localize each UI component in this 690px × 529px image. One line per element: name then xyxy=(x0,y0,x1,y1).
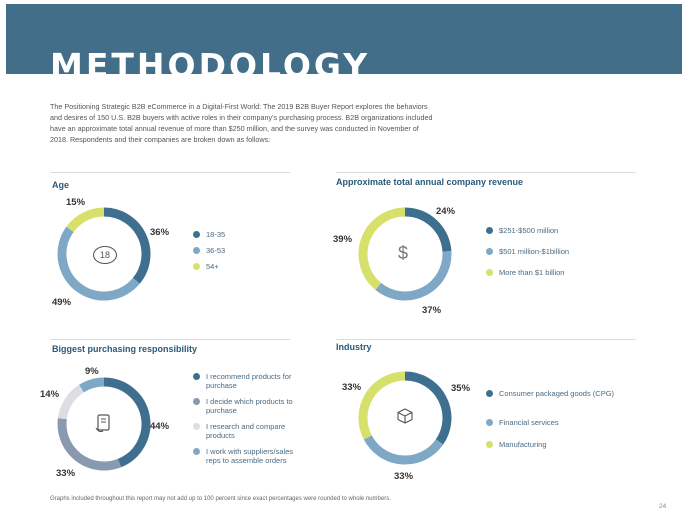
industry-pct-2: 33% xyxy=(394,471,414,482)
legend-label: 36-53 xyxy=(206,246,226,255)
industry-legend-item: Financial services xyxy=(486,418,559,427)
legend-label: Consumer packaged goods (CPG) xyxy=(499,389,615,398)
legend-label: More than $1 billion xyxy=(499,268,565,277)
donut-slice-0 xyxy=(404,207,452,252)
donut-slice-2 xyxy=(358,371,406,440)
revenue-legend-item: $501 million-$1billion xyxy=(486,247,569,256)
revenue-pct-3: 39% xyxy=(333,234,353,245)
divider xyxy=(50,172,290,173)
divider xyxy=(50,339,290,340)
divider xyxy=(336,339,636,340)
legend-dot xyxy=(193,423,200,430)
revenue-legend-item: More than $1 billion xyxy=(486,268,564,277)
donut-slice-2 xyxy=(57,384,85,420)
responsibility-pct-4: 9% xyxy=(85,366,99,377)
age-18-icon: 18 xyxy=(93,246,117,264)
age-pct-18-35: 36% xyxy=(150,227,170,238)
divider xyxy=(336,172,636,173)
legend-dot xyxy=(193,247,200,254)
revenue-legend-item: $251-$500 million xyxy=(486,226,558,235)
industry-pct-1: 35% xyxy=(451,383,471,394)
legend-label: I decide which products to purchase xyxy=(206,397,293,415)
legend-label: $251-$500 million xyxy=(499,226,559,235)
legend-dot xyxy=(193,263,200,270)
legend-label: 18-35 xyxy=(206,230,226,239)
legend-label: I recommend products for purchase xyxy=(206,372,292,390)
legend-dot xyxy=(486,419,493,426)
age-legend-item: 18-35 xyxy=(193,230,225,239)
legend-dot xyxy=(193,448,200,455)
responsibility-legend-item: I work with suppliers/sales reps to asse… xyxy=(193,447,303,465)
legend-label: $501 million-$1billion xyxy=(499,247,570,256)
age-pct-54-plus: 15% xyxy=(66,197,86,208)
age-title: Age xyxy=(52,180,70,190)
box-icon xyxy=(397,408,413,427)
legend-dot xyxy=(193,373,200,380)
document-icon-graphic xyxy=(95,414,110,433)
responsibility-pct-3: 14% xyxy=(40,389,60,400)
legend-dot xyxy=(193,398,200,405)
legend-dot xyxy=(486,441,493,448)
age-pct-36-53: 49% xyxy=(52,297,72,308)
responsibility-legend-item: I research and compare products xyxy=(193,422,293,440)
revenue-pct-1: 24% xyxy=(436,206,456,217)
document-icon xyxy=(95,414,113,437)
dollar-icon: $ xyxy=(398,243,409,263)
legend-label: I research and compare products xyxy=(206,422,286,440)
donut-slice-1 xyxy=(375,251,452,301)
intro-paragraph: The Positioning Strategic B2B eCommerce … xyxy=(50,102,433,144)
page-title: METHODOLOGY xyxy=(50,46,371,74)
industry-title: Industry xyxy=(336,342,372,352)
legend-label: 54+ xyxy=(206,262,219,271)
donut-slice-2 xyxy=(66,207,105,233)
header-banner: METHODOLOGY xyxy=(6,4,682,74)
industry-legend-item: Manufacturing xyxy=(486,440,547,449)
industry-legend-item: Consumer packaged goods (CPG) xyxy=(486,389,616,398)
donut-slice-1 xyxy=(363,435,444,465)
responsibility-pct-1: 44% xyxy=(150,421,170,432)
legend-dot xyxy=(486,269,493,276)
responsibility-title: Biggest purchasing responsibility xyxy=(52,344,198,354)
revenue-pct-2: 37% xyxy=(422,305,442,316)
box-icon-graphic xyxy=(397,408,413,424)
revenue-title: Approximate total annual company revenue xyxy=(336,177,524,187)
responsibility-legend-item: I decide which products to purchase xyxy=(193,397,293,415)
legend-dot xyxy=(486,390,493,397)
responsibility-pct-2: 33% xyxy=(56,468,76,479)
donut-slice-3 xyxy=(79,377,105,393)
legend-dot xyxy=(486,227,493,234)
age-legend-item: 54+ xyxy=(193,262,219,271)
page-number: 24 xyxy=(659,503,667,510)
legend-label: Financial services xyxy=(499,418,559,427)
legend-label: Manufacturing xyxy=(499,440,547,449)
industry-pct-3: 33% xyxy=(342,382,362,393)
legend-dot xyxy=(193,231,200,238)
footnote: Graphs included throughout this report m… xyxy=(50,496,391,502)
legend-dot xyxy=(486,248,493,255)
age-legend-item: 36-53 xyxy=(193,246,225,255)
responsibility-legend-item: I recommend products for purchase xyxy=(193,372,293,390)
legend-label: I work with suppliers/sales reps to asse… xyxy=(206,447,294,465)
